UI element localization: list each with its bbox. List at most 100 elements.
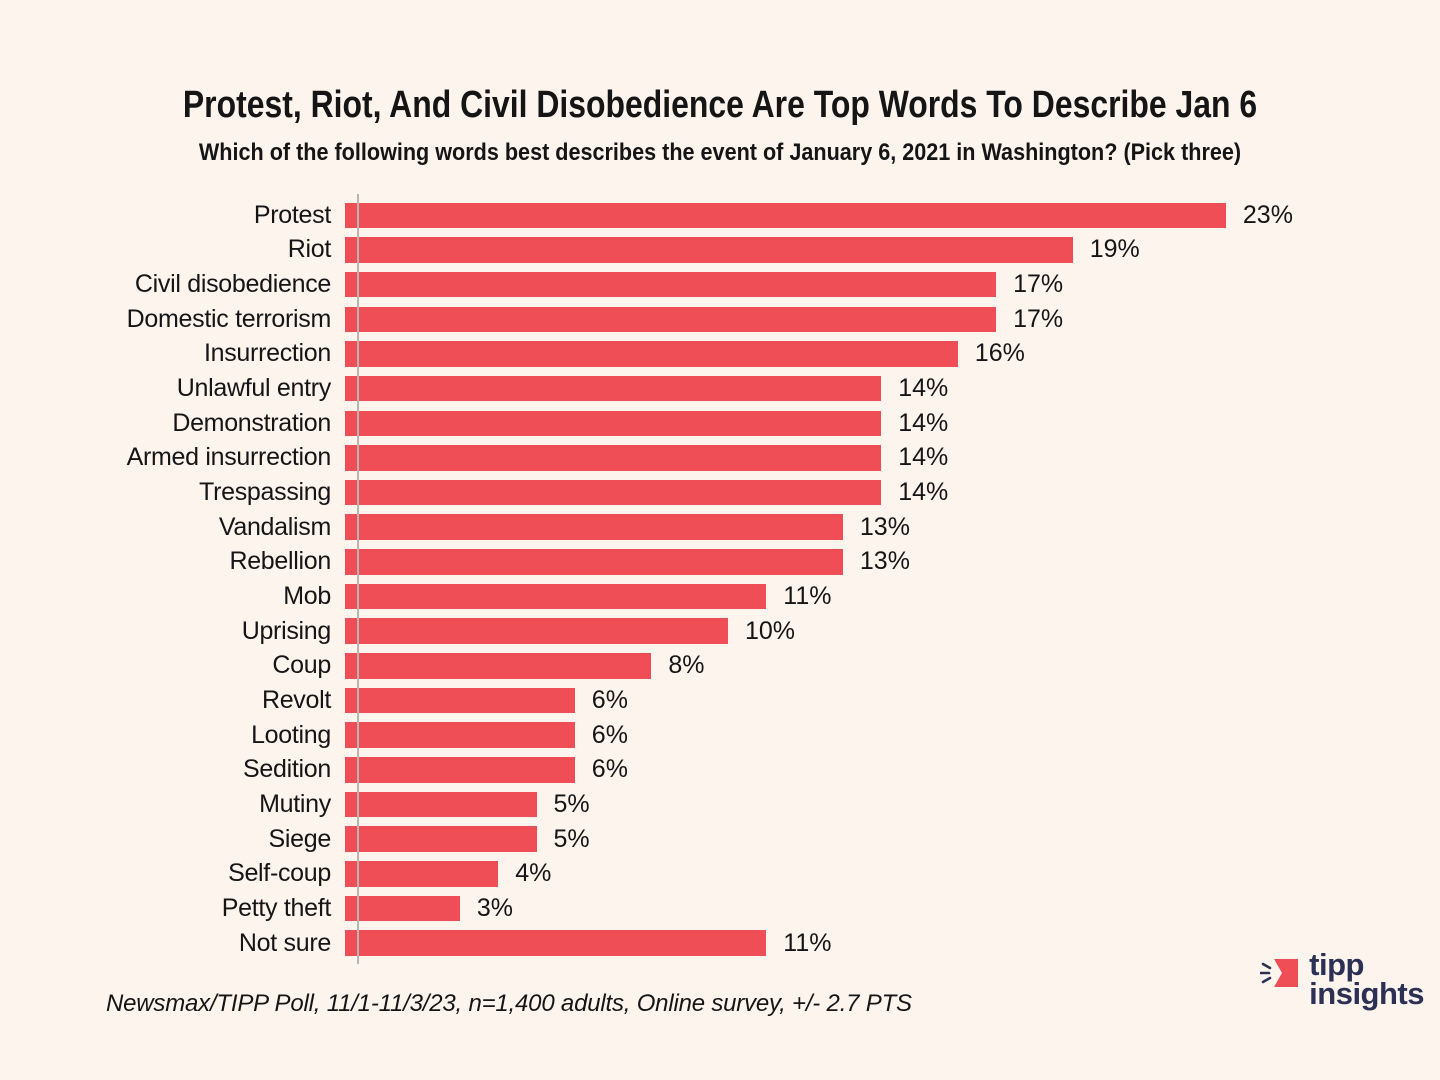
chart-row: Mob 11%: [0, 579, 1440, 614]
chart-row: Civil disobedience 17%: [0, 267, 1440, 302]
value-label: 10%: [745, 616, 796, 645]
bar: [345, 514, 843, 540]
bar-zone: 17%: [345, 302, 1063, 337]
bar: [345, 653, 652, 679]
chart-row: Domestic terrorism 17%: [0, 302, 1440, 337]
logo-line1: tipp: [1309, 947, 1364, 982]
category-label: Unlawful entry: [176, 374, 332, 403]
bar-zone: 13%: [345, 510, 910, 545]
chart-row: Riot 19%: [0, 233, 1440, 268]
chart-row: Sedition 6%: [0, 753, 1440, 788]
bar: [345, 687, 575, 714]
chart-title: Protest, Riot, And Civil Disobedience Ar…: [182, 84, 1258, 126]
value-label: 13%: [859, 512, 910, 541]
value-label: 6%: [591, 755, 628, 784]
value-label: 16%: [974, 339, 1025, 368]
value-label: 6%: [591, 720, 628, 749]
bar-zone: 19%: [345, 233, 1140, 268]
category-label: Not sure: [238, 928, 331, 957]
category-label: Trespassing: [199, 478, 331, 507]
bar-zone: 17%: [345, 267, 1063, 302]
value-label: 5%: [553, 789, 590, 818]
bar: [345, 722, 575, 748]
bar: [345, 757, 575, 783]
bar-zone: 3%: [345, 891, 513, 926]
category-label: Revolt: [261, 686, 331, 715]
category-label: Rebellion: [229, 547, 331, 576]
value-label: 3%: [476, 893, 514, 922]
chart-row: Vandalism 13%: [0, 510, 1440, 545]
chart-row: Armed insurrection 14%: [0, 441, 1440, 476]
bar-zone: 16%: [345, 337, 1025, 372]
bar-zone: 10%: [345, 614, 795, 649]
category-label: Protest: [253, 200, 331, 229]
value-label: 23%: [1242, 200, 1293, 229]
category-label: Demonstration: [172, 408, 331, 437]
value-label: 8%: [668, 651, 705, 680]
bar-zone: 14%: [345, 475, 948, 510]
category-label: Siege: [268, 824, 332, 853]
bar-zone: 6%: [345, 718, 628, 753]
source-note: Newsmax/TIPP Poll, 11/1-11/3/23, n=1,400…: [106, 990, 912, 1017]
value-label: 19%: [1089, 235, 1140, 264]
category-label: Looting: [251, 720, 331, 749]
category-label: Petty theft: [221, 893, 332, 922]
value-label: 14%: [898, 408, 949, 437]
value-label: 17%: [1013, 270, 1064, 299]
logo-text: tipp insights: [1309, 947, 1424, 1011]
bar-zone: 14%: [345, 406, 948, 441]
bar-zone: 11%: [345, 579, 831, 614]
value-label: 11%: [783, 928, 832, 957]
value-label: 11%: [783, 582, 832, 611]
bar-zone: 23%: [345, 198, 1293, 233]
y-axis-line: [357, 194, 359, 965]
chart-row: Coup 8%: [0, 649, 1440, 684]
bar: [345, 930, 767, 956]
value-label: 14%: [898, 443, 949, 472]
category-label: Armed insurrection: [126, 443, 332, 472]
chart-row: Petty theft 3%: [0, 891, 1440, 926]
chart-row: Looting 6%: [0, 718, 1440, 753]
category-label: Uprising: [241, 616, 332, 645]
bar: [345, 306, 997, 333]
bar: [345, 375, 882, 402]
value-label: 6%: [591, 686, 628, 715]
bar-rows: Protest 23% Riot 19% Civil disobedience 17% Do…: [0, 198, 1440, 960]
chart-row: Self-coup 4%: [0, 856, 1440, 891]
category-label: Sedition: [243, 755, 331, 784]
chart-row: Mutiny 5%: [0, 787, 1440, 822]
category-label: Riot: [287, 235, 332, 264]
bar-zone: 11%: [345, 926, 831, 961]
category-label: Insurrection: [203, 339, 331, 368]
tipp-arrow-icon: [1260, 959, 1299, 987]
bar-zone: 5%: [345, 787, 590, 822]
bar: [345, 237, 1073, 263]
category-label: Self-coup: [228, 859, 331, 888]
category-label: Civil disobedience: [134, 270, 331, 299]
chart-row: Not sure 11%: [0, 926, 1440, 961]
bar-zone: 14%: [345, 441, 948, 476]
chart-row: Siege 5%: [0, 822, 1440, 857]
logo-line2: insights: [1309, 976, 1424, 1011]
bar-chart: Protest 23% Riot 19% Civil disobedience 17% Do…: [0, 194, 1440, 965]
chart-subtitle: Which of the following words best descri…: [198, 139, 1242, 166]
bar-zone: 4%: [345, 856, 551, 891]
value-label: 4%: [515, 859, 552, 888]
category-label: Mob: [283, 582, 331, 611]
value-label: 5%: [553, 824, 590, 853]
bar: [345, 583, 767, 610]
chart-row: Revolt 6%: [0, 683, 1440, 718]
bar: [345, 445, 882, 471]
category-label: Coup: [272, 651, 331, 680]
bar-zone: 5%: [345, 822, 590, 857]
chart-row: Rebellion 13%: [0, 545, 1440, 580]
chart-row: Insurrection 16%: [0, 337, 1440, 372]
chart-row: Demonstration 14%: [0, 406, 1440, 441]
category-label: Vandalism: [218, 512, 331, 541]
bar: [345, 826, 537, 852]
bar: [345, 895, 460, 922]
bar-zone: 13%: [345, 545, 910, 580]
bar: [345, 861, 499, 887]
chart-row: Trespassing 14%: [0, 475, 1440, 510]
